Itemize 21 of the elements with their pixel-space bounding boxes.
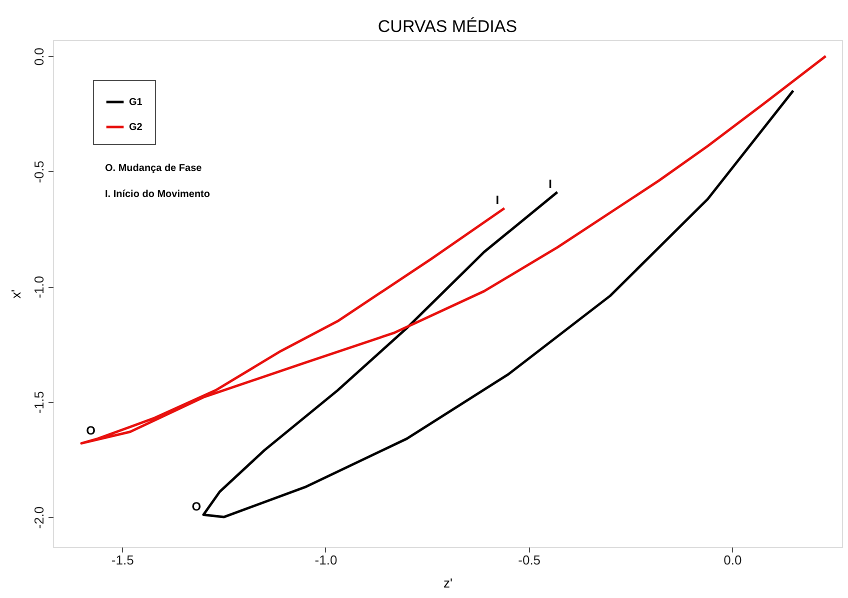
annotation: I: [548, 177, 552, 192]
x-axis-title: z': [444, 576, 452, 590]
y-axis-title: x': [8, 290, 24, 298]
x-tick-label: 0.0: [724, 552, 742, 568]
annotation: O: [192, 500, 202, 514]
annotation: O: [86, 424, 96, 438]
line-series: [80, 54, 827, 445]
y-tick-label: -0.5: [32, 160, 46, 184]
annotation: I: [496, 193, 500, 208]
legend-label: G1: [129, 97, 143, 108]
x-tick-label: -1.0: [314, 552, 338, 568]
chart-title: CURVAS MÉDIAS: [378, 17, 518, 36]
annotation: O. Mudança de Fase: [105, 163, 202, 174]
y-tick-label: -2.0: [32, 506, 46, 529]
annotation: I. Início do Movimento: [105, 189, 210, 200]
y-tick-label: -1.0: [32, 276, 46, 298]
y-tick-label: -1.5: [32, 391, 46, 414]
legend-label: G2: [129, 122, 143, 133]
x-tick-label: -0.5: [518, 552, 541, 568]
y-tick-label: 0.0: [32, 48, 46, 66]
x-tick-label: -1.5: [111, 552, 134, 568]
